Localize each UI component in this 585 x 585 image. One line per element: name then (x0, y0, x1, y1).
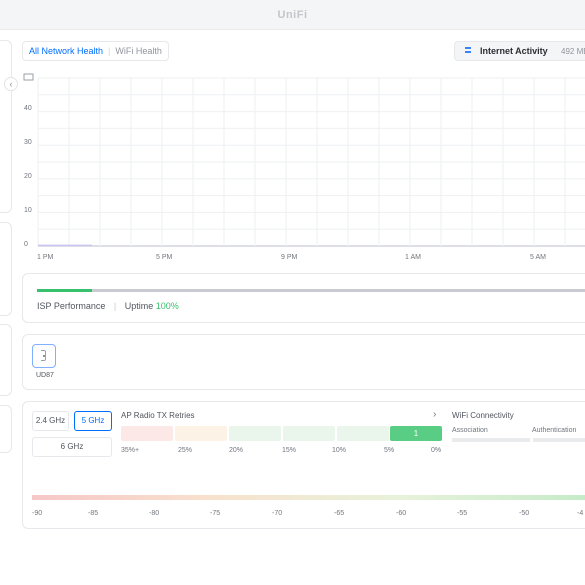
retry-bucket-segment (229, 426, 281, 441)
wifi-health-card (22, 401, 585, 529)
connectivity-stage-bar (452, 438, 530, 442)
retry-bucket-segment (175, 426, 227, 441)
connectivity-stage-bar (533, 438, 585, 442)
isp-performance-label: ISP Performance (37, 301, 106, 311)
tab-divider: | (108, 46, 111, 56)
x-tick-label: 1 PM (37, 254, 54, 261)
signal-tick-label: -60 (396, 510, 407, 517)
isp-performance-card (22, 273, 585, 323)
retry-bucket-label: 20% (229, 447, 244, 454)
signal-tick-label: -70 (272, 510, 283, 517)
device-name: UD87 (36, 372, 54, 379)
signal-strength-gradient (32, 495, 585, 500)
tab-wifi-health[interactable]: WiFi Health (115, 46, 162, 56)
band-2-4ghz-button[interactable]: 2.4 GHz (32, 411, 69, 431)
signal-tick-label: -75 (210, 510, 221, 517)
activity-chart-svg (23, 73, 585, 247)
connectivity-stage-label: Association (452, 427, 488, 434)
uptime-value: 100% (155, 301, 179, 311)
wifi-connectivity-title: WiFi Connectivity (452, 411, 514, 420)
signal-tick-label: -55 (457, 510, 468, 517)
isp-uptime-bar (37, 289, 585, 292)
isp-divider: | (113, 301, 117, 311)
x-tick-label: 9 PM (281, 254, 298, 261)
signal-tick-label: -90 (32, 510, 43, 517)
isp-summary: ISP Performance | Uptime 100% (37, 301, 179, 311)
chart-series-area (38, 244, 92, 246)
devices-card (22, 334, 585, 390)
signal-tick-label: -50 (519, 510, 530, 517)
tab-all-network-health[interactable]: All Network Health (29, 46, 104, 56)
internet-activity-selector[interactable]: Internet Activity 492 MB (454, 41, 585, 61)
y-tick-label: 40 (24, 105, 32, 112)
y-tick-label: 30 (24, 139, 32, 146)
chevron-left-icon: ‹ (9, 79, 13, 89)
retry-bucket-label: 25% (178, 447, 193, 454)
retry-bucket-label: 15% (282, 447, 297, 454)
health-tabs: All Network Health | WiFi Health (22, 41, 169, 61)
x-tick-label: 5 PM (156, 254, 173, 261)
retry-bucket-segment (337, 426, 389, 441)
app-brand: UniFi (277, 9, 308, 21)
x-tick-label: 5 AM (530, 254, 546, 261)
retry-bucket-segment (121, 426, 173, 441)
retry-bucket-segment (283, 426, 335, 441)
retry-bucket-segment-active: 1 (390, 426, 442, 441)
y-tick-label: 10 (24, 207, 32, 214)
retry-bucket-label: 0% (431, 447, 442, 454)
uptime-label: Uptime (124, 301, 154, 311)
left-panel-card (0, 405, 12, 453)
ap-radio-tx-retries-title: AP Radio TX Retries (121, 411, 195, 420)
collapse-sidebar-button[interactable]: ‹ (4, 77, 18, 91)
left-panel-card (0, 324, 12, 396)
retry-bucket-label: 35%+ (121, 447, 140, 454)
signal-tick-label: -4 (577, 510, 584, 517)
signal-tick-label: -85 (88, 510, 99, 517)
retry-bucket-label: 10% (332, 447, 347, 454)
left-panel-card (0, 222, 12, 316)
y-tick-label: 0 (24, 241, 28, 248)
signal-tick-label: -65 (334, 510, 345, 517)
signal-tick-label: -80 (149, 510, 160, 517)
internet-activity-label: Internet Activity (480, 46, 548, 56)
x-tick-label: 1 AM (405, 254, 421, 261)
device-icon (41, 350, 46, 361)
device-status-dot (43, 355, 45, 357)
chart-unit-icon (23, 73, 34, 81)
y-tick-label: 20 (24, 173, 32, 180)
device-tile[interactable] (32, 344, 56, 368)
isp-uptime-fill (37, 289, 92, 292)
internet-activity-value: 492 MB (561, 47, 585, 56)
top-bar: UniFi (0, 0, 585, 30)
activity-chart (22, 70, 585, 265)
retry-bucket-label: 5% (384, 447, 395, 454)
connectivity-stage-label: Authentication (532, 427, 577, 434)
band-5ghz-button[interactable]: 5 GHz (74, 411, 112, 431)
list-icon (465, 47, 471, 55)
left-panel-card (0, 40, 12, 213)
chevron-right-icon[interactable]: › (433, 409, 437, 420)
band-6ghz-button[interactable]: 6 GHz (32, 437, 112, 457)
